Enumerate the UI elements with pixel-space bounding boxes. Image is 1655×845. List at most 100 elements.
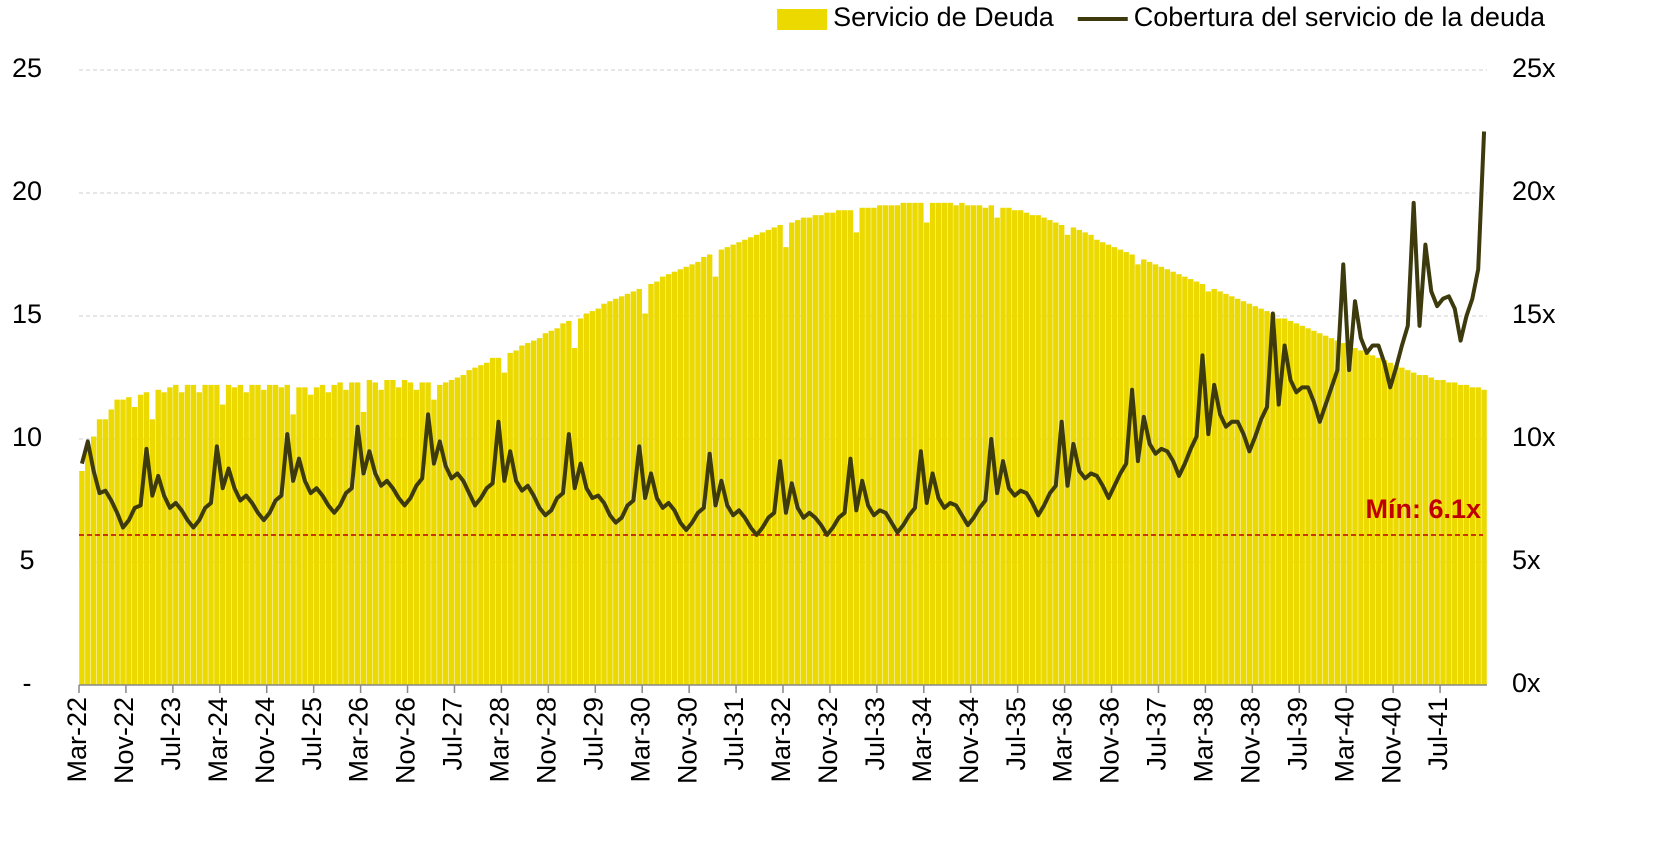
bar <box>278 387 285 685</box>
bar <box>618 296 625 685</box>
bar <box>1064 234 1071 685</box>
x-tick-label: Nov-40 <box>1376 697 1406 784</box>
bar <box>1006 207 1012 685</box>
bar <box>830 212 836 685</box>
bar <box>1164 269 1170 685</box>
bar <box>513 350 519 685</box>
bar <box>243 392 249 685</box>
bar <box>918 202 924 685</box>
bar <box>701 256 707 685</box>
bar <box>812 215 818 685</box>
bar <box>102 419 109 685</box>
bar <box>1364 352 1370 685</box>
x-tick-label: Jul-41 <box>1423 697 1453 771</box>
bar <box>1299 325 1305 685</box>
bar <box>1440 379 1446 685</box>
bar <box>308 394 314 685</box>
bar <box>994 217 1000 685</box>
bar <box>1416 375 1423 685</box>
bar <box>1422 375 1429 685</box>
bar <box>1012 210 1018 685</box>
bar <box>1076 229 1082 685</box>
bar <box>425 382 431 685</box>
bar <box>302 387 308 685</box>
bar <box>1152 264 1159 685</box>
bar <box>806 217 813 685</box>
bar <box>824 212 830 685</box>
y-tick-label: 20 <box>12 176 42 206</box>
bar <box>935 202 942 685</box>
bar <box>1188 279 1194 685</box>
line <box>79 131 1487 537</box>
bar <box>1328 338 1335 685</box>
y2-tick-label: 20x <box>1512 176 1556 206</box>
bar <box>1211 288 1217 685</box>
bar <box>1276 318 1282 685</box>
bar <box>818 215 824 685</box>
bar <box>1452 382 1458 685</box>
bar <box>1240 301 1247 685</box>
bar <box>1322 335 1329 685</box>
x-tick-label: Nov-30 <box>672 697 702 784</box>
bar <box>1405 370 1411 685</box>
bar <box>1381 360 1388 685</box>
bar <box>167 387 173 685</box>
bar <box>1457 384 1464 685</box>
bar <box>1029 215 1036 685</box>
bar <box>126 397 132 685</box>
bar <box>1469 387 1476 685</box>
bar <box>1293 323 1300 685</box>
bar <box>1100 242 1106 685</box>
bar <box>959 202 965 685</box>
bar <box>1375 357 1382 685</box>
bar <box>683 266 689 685</box>
bar <box>325 392 332 685</box>
bar <box>882 205 889 686</box>
x-tick-label: Mar-26 <box>344 697 374 783</box>
bar <box>841 210 848 685</box>
bar <box>660 276 666 685</box>
bar <box>378 389 384 685</box>
bar <box>689 264 695 685</box>
bar <box>1017 210 1024 685</box>
bar <box>877 205 883 686</box>
bar <box>736 242 742 685</box>
bar <box>366 379 373 685</box>
bar <box>161 392 167 685</box>
bar <box>495 357 502 685</box>
bar <box>970 205 977 686</box>
bar <box>1346 347 1352 685</box>
bar <box>1317 333 1323 685</box>
bar <box>1082 232 1088 686</box>
bar <box>360 411 367 685</box>
bar <box>654 281 660 685</box>
bar <box>613 298 619 685</box>
bar <box>1088 234 1094 685</box>
bar <box>583 313 590 685</box>
bar <box>1428 377 1434 685</box>
y2-tick-label: 15x <box>1512 299 1556 329</box>
bar <box>1176 274 1182 685</box>
bar <box>929 202 936 685</box>
bar <box>1287 320 1294 685</box>
bar <box>853 232 860 686</box>
x-tick-label: Mar-24 <box>203 697 233 783</box>
x-tick-label: Mar-40 <box>1329 697 1359 783</box>
bar <box>671 271 678 685</box>
bar <box>525 343 531 685</box>
bar <box>794 220 801 685</box>
bar <box>601 303 607 685</box>
bar <box>1141 259 1147 685</box>
bar <box>1135 264 1141 685</box>
y2-tick-label: 10x <box>1512 422 1556 452</box>
bar <box>313 387 320 685</box>
bar <box>1170 271 1176 685</box>
bar <box>1229 296 1235 685</box>
bar <box>108 409 114 685</box>
bar <box>1205 291 1212 685</box>
bar <box>953 205 959 686</box>
bar <box>249 384 255 685</box>
x-tick-label: Nov-36 <box>1095 697 1125 784</box>
bar <box>924 222 930 685</box>
bar <box>1358 350 1364 685</box>
